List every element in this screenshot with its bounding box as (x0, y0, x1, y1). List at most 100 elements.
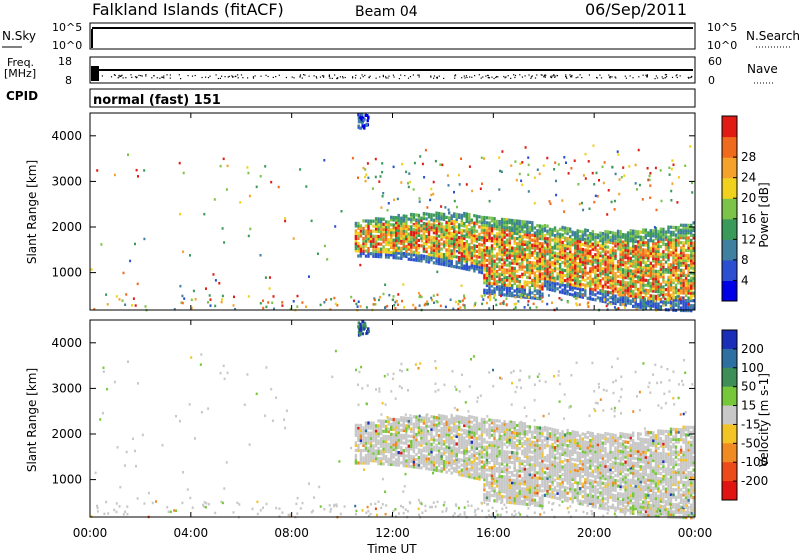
heatmap-cell (448, 450, 451, 455)
heatmap-cell (483, 241, 486, 245)
heatmap-cell (425, 446, 428, 451)
heatmap-cell (581, 263, 584, 267)
heatmap-cell (473, 476, 476, 480)
heatmap-cell (354, 461, 358, 465)
heatmap-cell (513, 493, 516, 498)
heatmap-cell (528, 248, 531, 252)
heatmap-cell (351, 156, 354, 160)
heatmap-cell (591, 262, 594, 266)
heatmap-cell (395, 243, 398, 247)
heatmap-cell (528, 286, 531, 290)
heatmap-cell (679, 231, 683, 235)
heatmap-cell (611, 165, 614, 169)
heatmap-cell (500, 437, 504, 441)
nave-dot (565, 76, 567, 78)
heatmap-cell (374, 449, 378, 453)
heatmap-cell (397, 418, 400, 422)
heatmap-cell (536, 291, 539, 296)
heatmap-cell (690, 306, 693, 310)
heatmap-cell (435, 211, 438, 215)
heatmap-cell (372, 456, 375, 460)
heatmap-cell (144, 305, 147, 308)
heatmap-cell (448, 433, 451, 437)
heatmap-cell (692, 284, 695, 288)
heatmap-cell (662, 237, 665, 241)
heatmap-cell (523, 280, 526, 284)
heatmap-cell (392, 223, 395, 227)
heatmap-cell (503, 490, 506, 494)
heatmap-cell (674, 268, 678, 272)
heatmap-cell (553, 264, 557, 268)
heatmap-cell (596, 236, 600, 240)
heatmap-cell (576, 266, 579, 271)
heatmap-cell (400, 226, 403, 230)
heatmap-cell (465, 424, 468, 428)
heatmap-cell (624, 286, 627, 290)
heatmap-cell (410, 220, 413, 224)
heatmap-cell (369, 239, 373, 243)
heatmap-cell (654, 294, 658, 298)
heatmap-cell (566, 252, 569, 256)
heatmap-cell (367, 219, 370, 223)
heatmap-cell (668, 166, 671, 169)
heatmap-cell (518, 282, 521, 286)
heatmap-cell (513, 249, 516, 253)
heatmap-cell (672, 245, 675, 249)
heatmap-cell (654, 257, 658, 261)
heatmap-cell (561, 250, 564, 254)
heatmap-cell (445, 447, 448, 452)
heatmap-cell (611, 258, 615, 263)
heatmap-cell (490, 231, 494, 235)
heatmap-cell (405, 254, 408, 258)
heatmap-cell (679, 261, 683, 265)
heatmap-cell (473, 266, 476, 270)
heatmap-cell (503, 442, 506, 446)
heatmap-cell (503, 427, 506, 431)
heatmap-cell (606, 298, 610, 302)
heatmap-cell (611, 271, 615, 275)
heatmap-cell (498, 250, 501, 254)
heatmap-cell (494, 298, 497, 302)
heatmap-cell (281, 301, 284, 304)
heatmap-cell (480, 250, 484, 255)
heatmap-cell (362, 241, 365, 246)
heatmap-cell (474, 301, 477, 305)
heatmap-cell (393, 198, 396, 202)
cpid-panel-frame (89, 88, 696, 108)
heatmap-cell (402, 254, 405, 258)
heatmap-cell (604, 242, 607, 246)
heatmap-cell (458, 243, 461, 247)
heatmap-cell (369, 252, 373, 256)
heatmap-cell (430, 462, 433, 466)
heatmap-cell (579, 234, 582, 238)
heatmap-cell (624, 271, 627, 275)
heatmap-cell (483, 448, 486, 452)
heatmap-cell (611, 281, 615, 285)
heatmap-cell (604, 265, 607, 269)
heatmap-cell (493, 296, 496, 299)
heatmap-cell (407, 225, 410, 229)
heatmap-cell (460, 231, 463, 235)
heatmap-cell (586, 244, 589, 248)
heatmap-cell (460, 221, 463, 225)
heatmap-cell (488, 281, 491, 285)
heatmap-cell (490, 478, 494, 483)
heatmap-cell (480, 425, 484, 429)
heatmap-cell (624, 283, 627, 287)
heatmap-cell (489, 298, 491, 302)
heatmap-cell (382, 457, 385, 461)
heatmap-cell (480, 218, 484, 222)
heatmap-cell (478, 442, 481, 446)
heatmap-cell (493, 247, 496, 251)
heatmap-cell (609, 240, 612, 245)
heatmap-cell (511, 430, 514, 435)
heatmap-cell (659, 260, 663, 264)
heatmap-cell (589, 249, 592, 253)
heatmap-cell (369, 449, 373, 453)
heatmap-cell (604, 285, 607, 289)
heatmap-cell (538, 264, 542, 268)
heatmap-cell (377, 227, 380, 231)
heatmap-cell (637, 270, 640, 274)
heatmap-cell (310, 219, 313, 223)
heatmap-cell (558, 267, 562, 271)
